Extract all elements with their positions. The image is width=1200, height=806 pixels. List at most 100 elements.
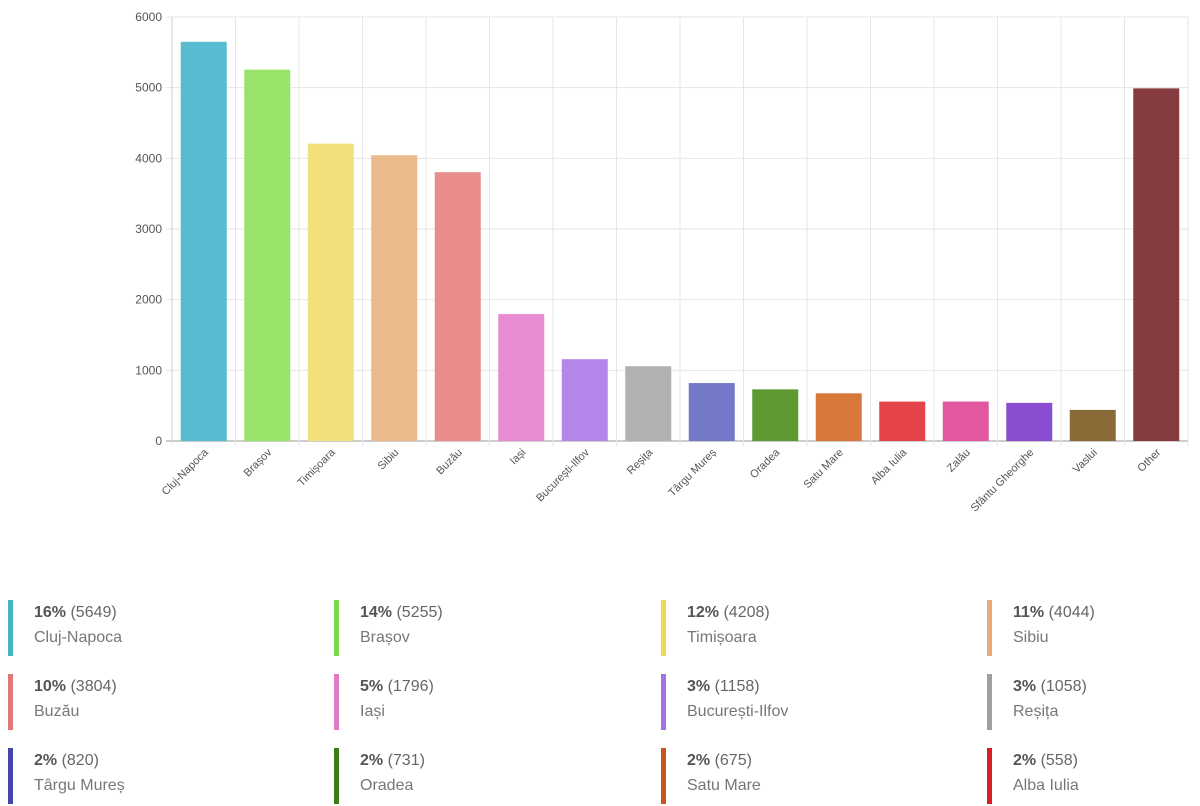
x-tick-label: Cluj-Napoca — [160, 446, 212, 498]
legend-percent: 12% — [687, 604, 720, 621]
bar — [879, 401, 926, 441]
legend-count: (558) — [1036, 752, 1078, 769]
legend-item: 11% (4044) Sibiu — [987, 596, 1200, 656]
legend-count: (675) — [710, 752, 752, 769]
legend-value: 3% (1058) — [1013, 678, 1087, 696]
bar — [307, 143, 354, 441]
legend-label: Cluj-Napoca — [34, 629, 123, 646]
legend-value: 11% (4044) — [1013, 604, 1095, 622]
bar — [371, 155, 418, 441]
bar — [244, 69, 291, 441]
bar — [688, 383, 735, 441]
legend-swatch — [334, 600, 339, 656]
x-tick-label: Timișoara — [296, 446, 339, 489]
legend-swatch — [987, 748, 992, 804]
legend-value: 2% (675) — [687, 752, 752, 770]
x-tick-label: Zalău — [945, 447, 973, 475]
legend-item: 5% (1796) Iași — [334, 670, 634, 730]
chart-grid — [166, 16, 1189, 446]
legend-count: (731) — [383, 752, 425, 769]
legend-label: Alba Iulia — [1013, 777, 1079, 794]
bar — [942, 401, 989, 441]
legend-swatch — [987, 674, 992, 730]
x-tick-label: Sfântu Gheorghe — [969, 447, 1037, 515]
y-tick-label: 1000 — [135, 363, 162, 377]
legend-label: Timișoara — [687, 629, 757, 646]
legend-count: (1796) — [383, 678, 434, 695]
y-tick-label: 6000 — [135, 10, 162, 24]
legend-percent: 3% — [687, 678, 711, 695]
x-tick-label: Brașov — [242, 446, 275, 479]
legend-percent: 5% — [360, 678, 384, 695]
legend-item: 12% (4208) Timișoara — [661, 596, 961, 656]
y-tick-label: 3000 — [135, 222, 162, 236]
legend-item: 3% (1058) Reșița — [987, 670, 1200, 730]
legend-label: Târgu Mureș — [34, 777, 125, 794]
legend-percent: 16% — [34, 604, 67, 621]
legend-count: (3804) — [66, 678, 117, 695]
chart-bars — [180, 41, 1180, 441]
legend-swatch — [8, 674, 13, 730]
legend-value: 14% (5255) — [360, 604, 443, 622]
legend-count: (1058) — [1036, 678, 1087, 695]
legend-item: 2% (675) Satu Mare — [661, 744, 961, 804]
y-tick-label: 0 — [155, 434, 162, 448]
legend-label: Reșița — [1013, 703, 1059, 720]
legend-percent: 2% — [1013, 752, 1037, 769]
legend-swatch — [8, 748, 13, 804]
legend-count: (1158) — [710, 678, 760, 695]
legend-count: (5649) — [66, 604, 117, 621]
legend-value: 12% (4208) — [687, 604, 770, 622]
y-tick-label: 5000 — [135, 81, 162, 95]
x-tick-label: Buzău — [434, 447, 465, 478]
bar — [752, 389, 799, 441]
legend-percent: 2% — [34, 752, 58, 769]
legend-item: 2% (820) Târgu Mureș — [8, 744, 308, 804]
legend-item: 14% (5255) Brașov — [334, 596, 634, 656]
legend-label: Satu Mare — [687, 777, 761, 794]
x-tick-label: Sibiu — [376, 447, 402, 473]
legend-percent: 3% — [1013, 678, 1037, 695]
legend-percent: 2% — [687, 752, 711, 769]
x-tick-label: Alba Iulia — [869, 446, 910, 487]
legend-swatch — [661, 600, 666, 656]
legend-percent: 2% — [360, 752, 384, 769]
legend-label: Brașov — [360, 629, 410, 646]
bar — [561, 359, 608, 441]
bar — [498, 314, 545, 441]
x-tick-label: Other — [1135, 446, 1163, 474]
legend-swatch — [987, 600, 992, 656]
legend-value: 2% (731) — [360, 752, 425, 770]
legend-count: (4208) — [719, 604, 770, 621]
legend-count: (5255) — [392, 604, 443, 621]
legend-item: 3% (1158) București-Ilfov — [661, 670, 961, 730]
legend-swatch — [8, 600, 13, 656]
legend-item: 2% (558) Alba Iulia — [987, 744, 1200, 804]
legend-value: 2% (558) — [1013, 752, 1078, 770]
y-tick-label: 4000 — [135, 151, 162, 165]
legend-label: București-Ilfov — [687, 703, 789, 720]
legend-swatch — [334, 748, 339, 804]
legend-swatch — [661, 674, 666, 730]
legend-count: (4044) — [1044, 604, 1095, 621]
legend-value: 10% (3804) — [34, 678, 117, 696]
legend-label: Iași — [360, 703, 385, 720]
x-tick-label: Satu Mare — [802, 447, 846, 491]
bar — [1069, 409, 1116, 441]
chart-legend: 16% (5649) Cluj-Napoca 14% (5255) Brașov 12%… — [0, 596, 1200, 806]
legend-count: (820) — [57, 752, 99, 769]
x-tick-label: Vaslui — [1071, 447, 1100, 476]
legend-label: Sibiu — [1013, 629, 1049, 646]
bar — [1133, 88, 1180, 441]
legend-percent: 11% — [1013, 604, 1045, 621]
legend-value: 2% (820) — [34, 752, 99, 770]
bar-chart: 0 1000 2000 3000 4000 5000 6000 Cluj-Napoca Bra… — [135, 10, 1189, 515]
x-tick-label: Reșița — [625, 446, 656, 477]
legend-value: 3% (1158) — [687, 678, 760, 696]
bar — [1006, 402, 1053, 441]
legend-value: 5% (1796) — [360, 678, 434, 696]
legend-value: 16% (5649) — [34, 604, 117, 622]
legend-swatch — [334, 674, 339, 730]
legend-item: 2% (731) Oradea — [334, 744, 634, 804]
bar — [434, 172, 481, 441]
